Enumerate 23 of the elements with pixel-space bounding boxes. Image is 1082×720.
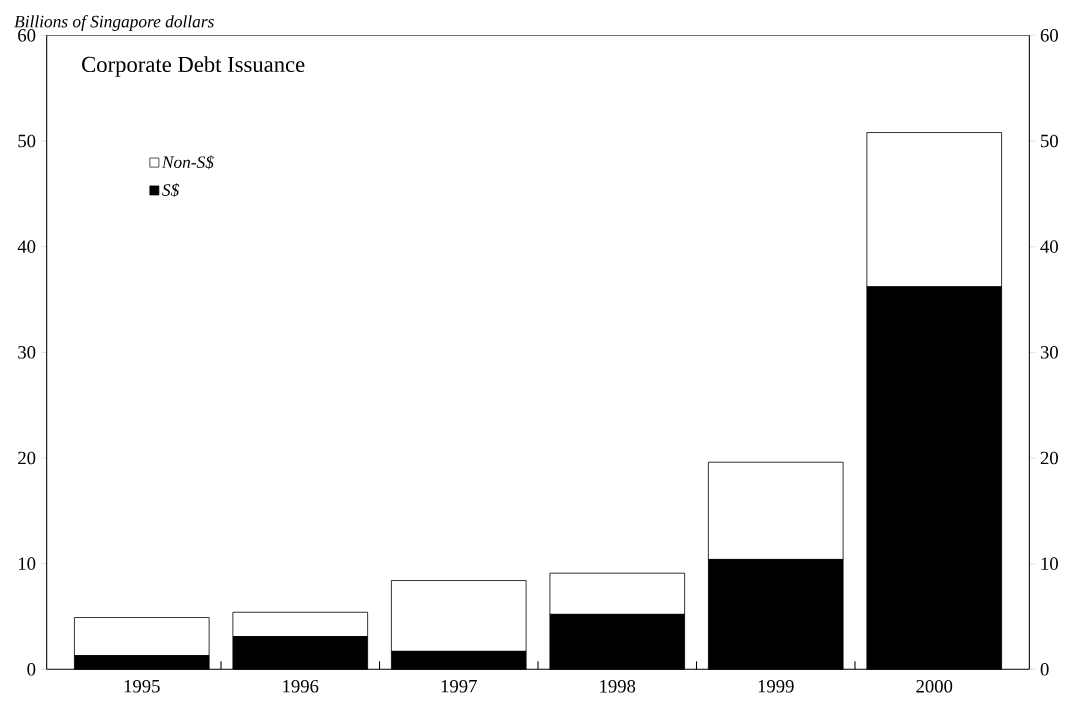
legend-label: Non-S$	[161, 155, 214, 170]
y-tick-label: 40	[17, 240, 36, 253]
y2-tick-label: 20	[1040, 451, 1058, 465]
y-tick-label: 30	[18, 346, 36, 359]
y-tick-label: 50	[18, 134, 36, 148]
y-tick-label: 10	[18, 557, 36, 570]
x-tick-label: 1999	[758, 679, 794, 693]
text: Corporate Debt Issuance	[82, 56, 305, 77]
y2-tick-label: 40	[1040, 240, 1058, 253]
x-tick-label: 1997	[441, 679, 477, 693]
y2-tick-label: 30	[1040, 346, 1058, 359]
legend-label: S$	[162, 183, 179, 198]
y2-tick-label: 50	[1041, 134, 1058, 148]
x-tick-label: 1998	[600, 679, 636, 693]
y2-tick-label: 60	[1040, 29, 1058, 42]
y-tick-label: 0	[27, 663, 36, 676]
y2-tick-label: 10	[1041, 557, 1058, 570]
x-tick-label: 2000	[916, 679, 953, 693]
x-tick-label: 1996	[283, 679, 319, 693]
y-tick-label: 20	[18, 451, 36, 465]
x-tick-label: 1995	[124, 679, 160, 693]
y-tick-label: 60	[18, 29, 36, 42]
y2-tick-label: 0	[1040, 663, 1049, 676]
